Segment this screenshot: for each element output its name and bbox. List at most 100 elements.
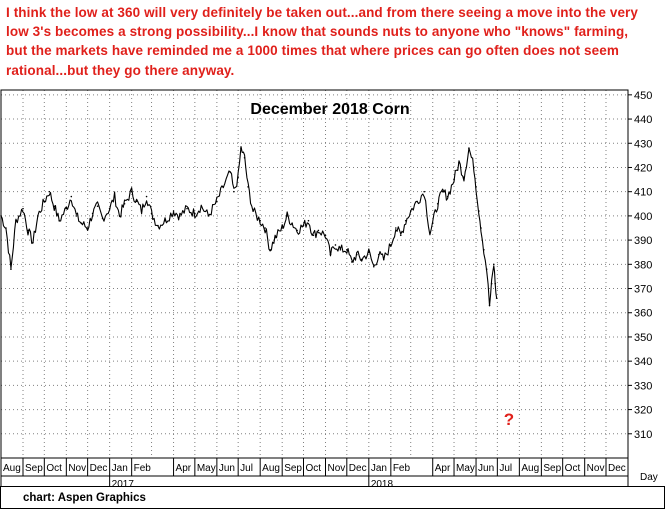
price-point <box>164 219 166 222</box>
price-point <box>80 222 83 224</box>
price-point <box>96 205 99 208</box>
price-point <box>475 186 477 188</box>
price-point <box>492 263 495 266</box>
price-point <box>150 212 153 215</box>
y-tick-label: 450 <box>634 90 652 102</box>
x-year-label: 2018 <box>371 479 394 490</box>
price-chart: December 2018 Corn ? 310 320 330 340 350 360 3… <box>0 89 667 493</box>
y-tick-label: 410 <box>634 187 652 199</box>
x-month-label: Aug <box>262 463 280 474</box>
price-point <box>48 190 51 193</box>
y-axis: 310 320 330 340 350 360 370 380 390 400 410 420 430 4… <box>628 90 652 441</box>
price-point <box>404 219 407 222</box>
price-point <box>70 195 73 198</box>
x-month-label: Jul <box>240 463 253 474</box>
x-month-label: Sep <box>543 463 561 474</box>
price-point <box>485 268 488 270</box>
x-axis: Aug Sep Oct Nov Dec Jan Feb Apr May Jun Jul Aug Sep O… <box>0 457 658 493</box>
price-point <box>350 261 353 263</box>
price-point <box>291 222 293 224</box>
price-point <box>247 186 249 188</box>
x-month-label: Dec <box>90 463 108 474</box>
y-tick-label: 330 <box>634 380 652 392</box>
price-point <box>488 304 491 307</box>
price-point <box>37 215 39 217</box>
price-point <box>329 253 332 256</box>
price-point <box>179 215 181 217</box>
x-month-label: Jan <box>112 463 128 474</box>
x-month-label: Oct <box>305 463 321 474</box>
x-month-label: Oct <box>565 463 581 474</box>
price-point <box>431 222 434 224</box>
price-point <box>233 190 235 193</box>
x-month-label: Sep <box>284 463 302 474</box>
x-month-label: Apr <box>435 463 451 474</box>
price-point <box>58 219 61 222</box>
x-month-label: May <box>197 463 216 474</box>
price-point <box>458 161 460 164</box>
price-point <box>75 215 78 217</box>
price-point <box>478 210 480 212</box>
price-point <box>372 265 375 268</box>
x-month-label: Dec <box>349 463 367 474</box>
x-month-label: Jul <box>499 463 512 474</box>
y-tick-label: 380 <box>634 259 652 271</box>
price-point <box>10 268 12 270</box>
price-point <box>490 282 493 285</box>
price-point <box>296 229 298 232</box>
price-point <box>302 224 305 227</box>
price-point <box>123 202 126 205</box>
price-point <box>286 215 288 217</box>
x-year-label: 2017 <box>112 479 135 490</box>
price-point <box>312 234 315 237</box>
price-point <box>200 205 203 208</box>
x-month-label: Oct <box>46 463 62 474</box>
x-unit-label: Day <box>640 472 658 483</box>
price-point <box>15 219 17 222</box>
price-point <box>140 210 143 212</box>
price-point <box>240 147 242 149</box>
price-point <box>43 200 46 203</box>
x-month-label: Jan <box>371 463 387 474</box>
price-point <box>441 190 444 193</box>
footer-bar: chart: Aspen Graphics <box>0 486 665 509</box>
price-point <box>274 236 276 239</box>
price-point <box>377 253 380 256</box>
price-point <box>339 248 342 251</box>
chart-svg: December 2018 Corn ? 3103203303403503603… <box>0 89 658 493</box>
price-point <box>194 212 196 215</box>
y-tick-label: 400 <box>634 211 652 223</box>
price-point <box>317 229 320 232</box>
price-point <box>480 227 482 229</box>
price-point <box>216 200 218 203</box>
price-point <box>436 202 439 205</box>
price-point <box>399 234 402 237</box>
y-tick-label: 350 <box>634 332 652 344</box>
price-point <box>409 210 412 212</box>
price-point <box>423 190 426 193</box>
y-tick-label: 370 <box>634 284 652 296</box>
price-point <box>473 166 475 169</box>
y-tick-label: 390 <box>634 235 652 247</box>
price-point <box>483 248 485 251</box>
price-point <box>222 186 225 188</box>
x-month-label: Aug <box>521 463 539 474</box>
x-month-label: May <box>456 463 475 474</box>
price-point <box>307 219 310 222</box>
price-point <box>5 227 7 229</box>
price-point <box>53 205 56 208</box>
price-layer <box>0 146 498 307</box>
x-month-label: Jun <box>219 463 235 474</box>
x-month-label: Nov <box>587 463 605 474</box>
price-point <box>468 147 470 149</box>
price-point <box>269 248 271 251</box>
y-tick-label: 430 <box>634 138 652 150</box>
x-month-label: Aug <box>3 463 21 474</box>
price-point <box>186 207 188 210</box>
y-tick-label: 310 <box>634 429 652 441</box>
x-month-label: Feb <box>134 463 152 474</box>
price-point <box>27 229 29 232</box>
y-tick-label: 420 <box>634 162 652 174</box>
price-point <box>229 171 232 174</box>
price-point <box>237 176 239 178</box>
